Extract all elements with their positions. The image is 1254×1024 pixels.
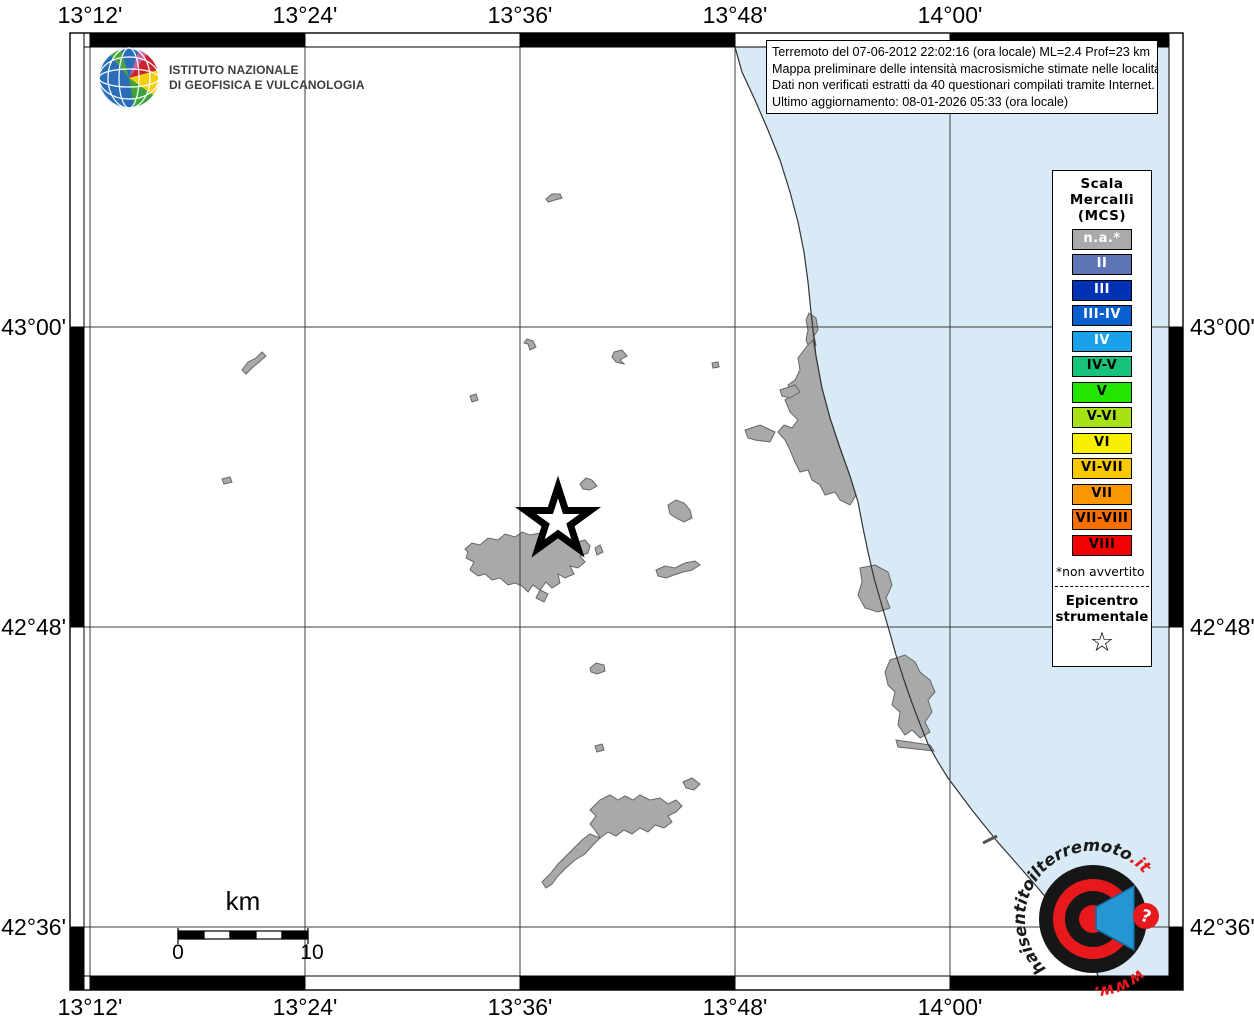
urban-area xyxy=(667,499,693,523)
event-info-line3: Dati non verificati estratti da 40 quest… xyxy=(772,78,1155,93)
legend-divider xyxy=(1055,585,1149,587)
legend-swatch-na: n.a.* xyxy=(1072,228,1132,250)
urban-area xyxy=(594,544,604,556)
urban-area-south-cluster xyxy=(589,794,683,839)
axis-label-left: 43°00' xyxy=(1,314,66,340)
pier xyxy=(982,834,998,845)
event-info-line4: Ultimo aggiornamento: 08-01-2026 05:33 (… xyxy=(772,94,1069,109)
axis-label-left: 42°48' xyxy=(1,614,66,640)
legend-swatch-v-vi: V-VI xyxy=(1072,407,1132,428)
axis-label-bottom: 13°12' xyxy=(57,994,123,1020)
megaphone-icon xyxy=(1095,884,1135,952)
urban-area xyxy=(221,476,233,485)
urban-area-coast-mid xyxy=(857,564,893,613)
legend-swatch-iv: IV xyxy=(1072,330,1132,352)
urban-areas xyxy=(221,193,936,889)
legend-swatch-vii: VII xyxy=(1072,483,1132,505)
axis-label-top: 13°12' xyxy=(57,2,123,28)
urban-area xyxy=(469,393,479,403)
ingv-wordmark: ISTITUTO NAZIONALE DI GEOFISICA E VULCAN… xyxy=(169,63,365,92)
legend-swatch-vii-viii: VII-VIII xyxy=(1072,509,1132,530)
epicenter-star xyxy=(514,475,602,558)
axis-label-bottom: 13°48' xyxy=(702,994,768,1020)
urban-area xyxy=(523,338,537,351)
mercalli-legend: Scala Mercalli (MCS) n.a.* II III III-IV… xyxy=(1052,170,1152,667)
urban-area xyxy=(611,349,628,365)
axis-label-bottom: 13°24' xyxy=(272,994,338,1020)
event-info-line2: Mappa preliminare delle intensità macros… xyxy=(772,61,1158,76)
legend-footnote: *non avvertito xyxy=(1056,564,1145,579)
urban-area xyxy=(541,833,601,889)
legend-title: Scala Mercalli (MCS) xyxy=(1069,176,1135,224)
urban-area xyxy=(579,477,598,491)
event-info-box: Terremoto del 07-06-2012 22:02:16 (ora l… xyxy=(766,40,1158,115)
legend-swatch-iii-iv: III-IV xyxy=(1072,305,1132,326)
axis-label-top: 13°48' xyxy=(702,2,768,28)
urban-area xyxy=(711,361,720,369)
legend-swatch-vi-vii: VI-VII xyxy=(1072,458,1132,479)
legend-swatch-vi: VI xyxy=(1072,432,1132,454)
ingv-name-line2: DI GEOFISICA E VULCANOLOGIA xyxy=(169,77,365,92)
coastline xyxy=(734,46,1099,977)
urban-area xyxy=(594,743,605,753)
urban-area xyxy=(589,662,606,675)
urban-area xyxy=(241,351,267,375)
axis-label-left: 42°36' xyxy=(1,914,66,940)
urban-area xyxy=(682,777,701,791)
scale-bar-end: 10 xyxy=(300,941,324,964)
event-info-line1: Terremoto del 07-06-2012 22:02:16 (ora l… xyxy=(772,45,1151,59)
axis-label-right: 42°36' xyxy=(1190,914,1254,940)
legend-epicenter-title: Epicentro strumentale xyxy=(1055,592,1149,626)
graticule xyxy=(84,47,1169,976)
legend-star-icon: ☆ xyxy=(1089,626,1115,658)
map-frame xyxy=(69,32,1184,991)
urban-area xyxy=(545,193,563,203)
axis-label-top: 13°24' xyxy=(272,2,338,28)
urban-area xyxy=(744,424,776,443)
urban-area xyxy=(779,384,801,399)
axis-label-bottom: 14°00' xyxy=(917,994,983,1020)
legend-swatch-iv-v: IV-V xyxy=(1072,356,1132,377)
legend-swatch-viii: VIII xyxy=(1072,534,1132,556)
axis-label-right: 42°48' xyxy=(1190,614,1254,640)
urban-area xyxy=(535,589,549,603)
ingv-logo-globe xyxy=(98,47,160,109)
legend-swatch-iii: III xyxy=(1072,279,1132,301)
axis-label-right: 43°00' xyxy=(1190,314,1254,340)
urban-area xyxy=(895,739,936,752)
axis-label-top: 13°36' xyxy=(487,2,553,28)
scale-bar xyxy=(177,928,309,944)
scale-bar-start: 0 xyxy=(172,941,184,964)
axis-label-bottom: 13°36' xyxy=(487,994,553,1020)
question-badge xyxy=(1133,903,1159,929)
legend-swatch-ii: II xyxy=(1072,254,1132,275)
urban-area xyxy=(655,560,701,579)
urban-area-ascoli xyxy=(464,531,591,593)
axis-label-top: 14°00' xyxy=(917,2,983,28)
ingv-name-line1: ISTITUTO NAZIONALE xyxy=(169,63,299,77)
legend-swatch-v: V xyxy=(1072,381,1132,403)
scale-bar-unit: km xyxy=(225,886,261,916)
